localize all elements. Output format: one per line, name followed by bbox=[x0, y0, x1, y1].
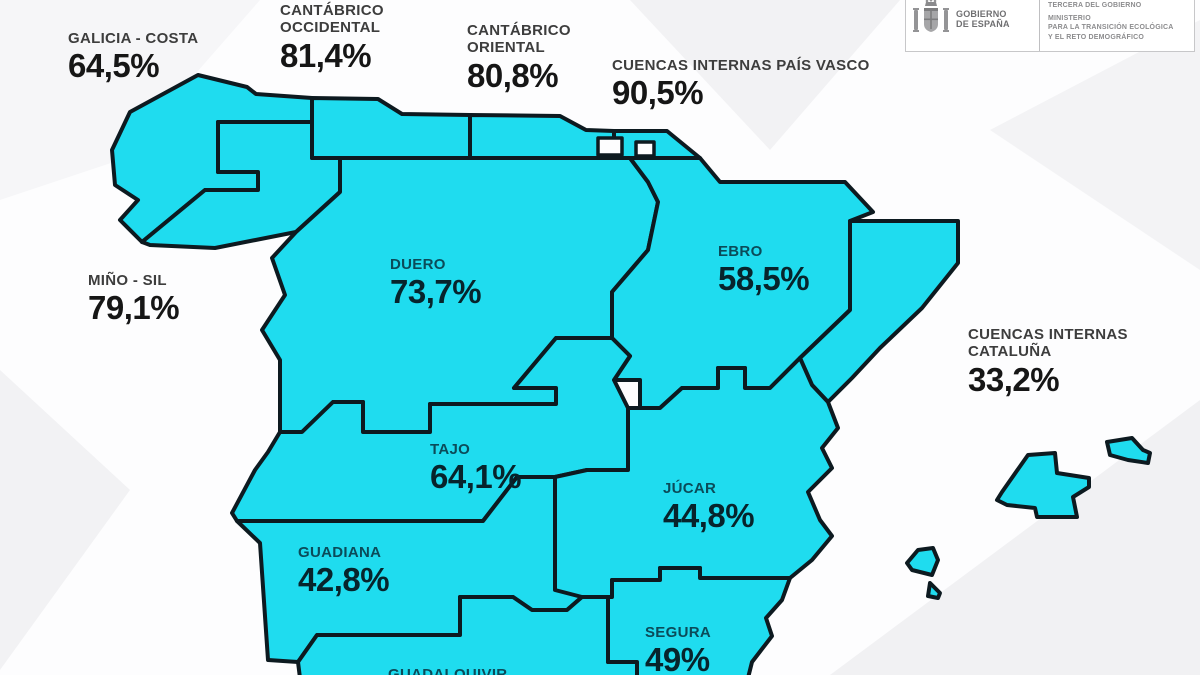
basin-cantabrico-oriental-region bbox=[468, 113, 616, 160]
basin-guadiana-value: 42,8% bbox=[298, 561, 390, 599]
basin-regions bbox=[110, 73, 960, 675]
vicepresidencia-text: TERCERA DEL GOBIERNO bbox=[1048, 2, 1142, 9]
basin-ebro-value: 58,5% bbox=[718, 260, 810, 298]
basin-cantabrico-occidental-label: CANTÁBRICO OCCIDENTAL 81,4% bbox=[280, 2, 400, 74]
basin-duero-label: DUERO 73,7% bbox=[390, 256, 530, 308]
basin-guadalquivir-name: GUADALQUIVIR bbox=[388, 666, 508, 675]
basin-cantabrico-occidental-region bbox=[310, 96, 472, 160]
basin-cataluna-label: CUENCAS INTERNAS CATALUÑA 33,2% bbox=[968, 326, 1158, 398]
basin-ebro-name: EBRO bbox=[718, 243, 763, 260]
government-logo: GOBIERNO DE ESPAÑA TERCERA DEL GOBIERNO … bbox=[905, 0, 1195, 52]
government-logo-right: TERCERA DEL GOBIERNO MINISTERIO PARA LA … bbox=[1039, 0, 1194, 51]
balearic-islands bbox=[905, 436, 1152, 600]
basin-segura-name: SEGURA bbox=[645, 624, 711, 641]
basin-mino-sil-name: MIÑO - SIL bbox=[88, 272, 167, 289]
island-menorca bbox=[1105, 436, 1152, 465]
basin-jucar-label: JÚCAR 44,8% bbox=[663, 480, 803, 532]
basin-cantabrico-oriental-value: 80,8% bbox=[467, 56, 559, 94]
basin-pais-vasco-region bbox=[612, 129, 702, 160]
basin-cataluna-name: CUENCAS INTERNAS CATALUÑA bbox=[968, 326, 1128, 361]
basin-jucar-name: JÚCAR bbox=[663, 480, 717, 497]
basin-ebro-label: EBRO 58,5% bbox=[718, 243, 858, 295]
basin-guadalquivir-region bbox=[296, 595, 639, 675]
coastline-notch bbox=[596, 136, 624, 157]
gobierno-line1: GOBIERNO bbox=[956, 8, 1007, 19]
basin-segura-region bbox=[606, 566, 792, 675]
basin-segura-label: SEGURA 49% bbox=[645, 624, 765, 675]
gobierno-line2: DE ESPAÑA bbox=[956, 19, 1010, 29]
basin-guadiana-label: GUADIANA 42,8% bbox=[298, 544, 458, 596]
basin-mino-sil-value: 79,1% bbox=[88, 289, 180, 327]
basin-mino-sil-label: MIÑO - SIL 79,1% bbox=[88, 272, 248, 324]
basin-galicia-costa-label: GALICIA - COSTA 64,5% bbox=[68, 30, 248, 82]
basin-tajo-value: 64,1% bbox=[430, 458, 522, 496]
basin-segura-value: 49% bbox=[645, 641, 710, 675]
basin-duero-name: DUERO bbox=[390, 256, 446, 273]
basin-cantabrico-occidental-name: CANTÁBRICO OCCIDENTAL bbox=[280, 2, 384, 37]
basin-cataluna-value: 33,2% bbox=[968, 360, 1060, 398]
basin-cantabrico-occidental-value: 81,4% bbox=[280, 36, 372, 74]
gobierno-de-espana-text: GOBIERNO DE ESPAÑA bbox=[956, 9, 1010, 30]
basin-cataluna-region bbox=[798, 219, 960, 404]
government-logo-left: GOBIERNO DE ESPAÑA bbox=[906, 0, 1039, 51]
ministry-line3: Y EL RETO DEMOGRÁFICO bbox=[1048, 33, 1144, 41]
basin-cantabrico-oriental-name: CANTÁBRICO ORIENTAL bbox=[467, 22, 571, 57]
basin-tajo-label: TAJO 64,1% bbox=[430, 441, 570, 493]
basin-guadiana-name: GUADIANA bbox=[298, 544, 382, 561]
island-ibiza bbox=[905, 546, 940, 577]
basin-guadalquivir-label: GUADALQUIVIR bbox=[388, 666, 558, 675]
ministry-text: MINISTERIO PARA LA TRANSICIÓN ECOLÓGICA … bbox=[1048, 14, 1188, 42]
basin-galicia-costa-value: 64,5% bbox=[68, 47, 160, 85]
basin-jucar-value: 44,8% bbox=[663, 497, 755, 535]
ministry-line2: PARA LA TRANSICIÓN ECOLÓGICA bbox=[1048, 24, 1174, 32]
basin-pais-vasco-label: CUENCAS INTERNAS PAÍS VASCO 90,5% bbox=[612, 57, 902, 109]
basin-cantabrico-oriental-label: CANTÁBRICO ORIENTAL 80,8% bbox=[467, 22, 582, 94]
basin-pais-vasco-value: 90,5% bbox=[612, 74, 704, 112]
island-formentera bbox=[926, 581, 942, 600]
coastline-notch bbox=[634, 140, 656, 158]
basin-galicia-costa-name: GALICIA - COSTA bbox=[68, 30, 199, 47]
basin-tajo-name: TAJO bbox=[430, 441, 471, 458]
spain-coat-of-arms-icon bbox=[913, 0, 949, 32]
ministry-line1: MINISTERIO bbox=[1048, 15, 1091, 22]
basin-duero-value: 73,7% bbox=[390, 273, 482, 311]
island-mallorca bbox=[995, 451, 1091, 519]
basin-pais-vasco-name: CUENCAS INTERNAS PAÍS VASCO bbox=[612, 57, 870, 74]
